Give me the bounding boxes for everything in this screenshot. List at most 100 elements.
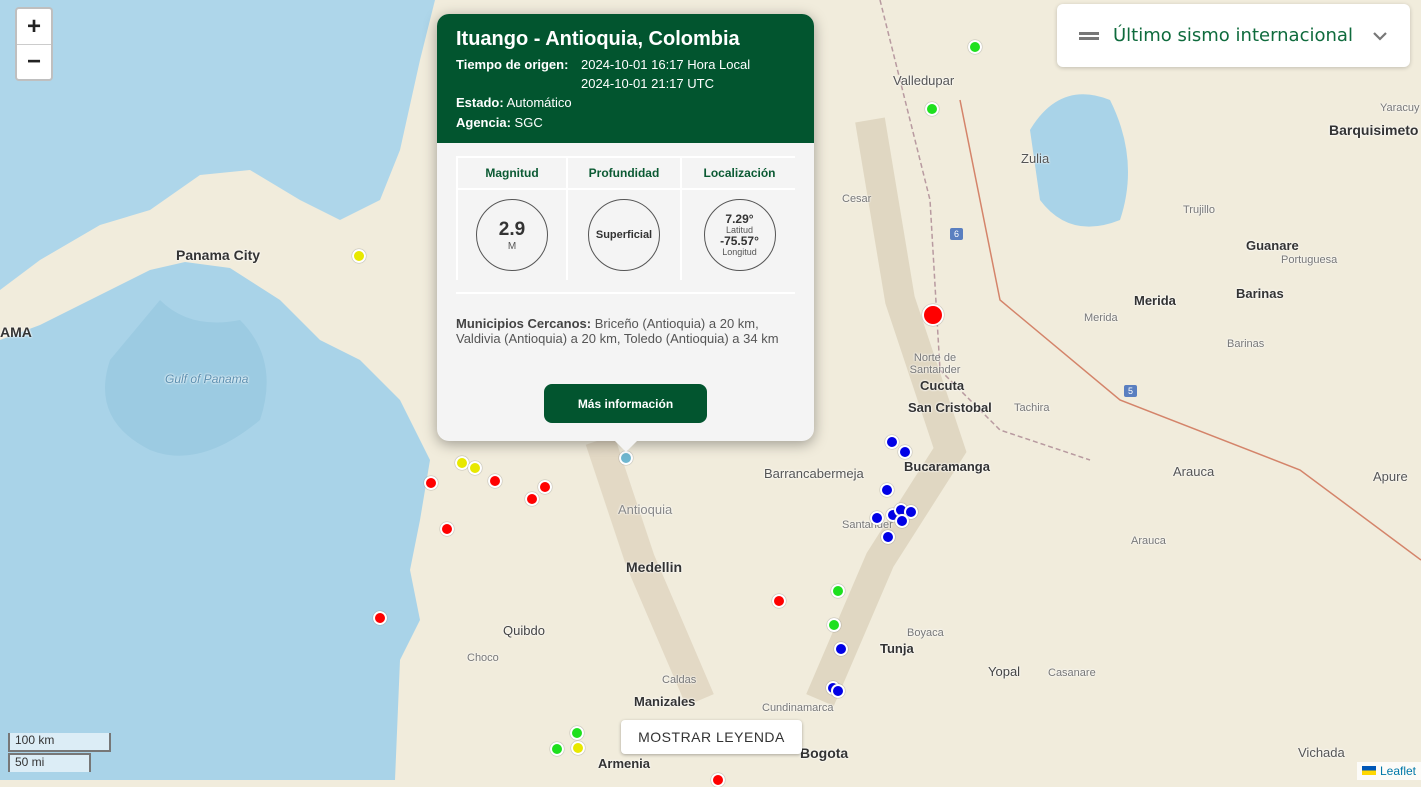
quake-summary-table: Magnitud Profundidad Localización 2.9 M S… xyxy=(456,156,797,280)
utc-time: 2024-10-01 21:17 UTC xyxy=(581,76,714,91)
earthquake-marker[interactable] xyxy=(440,522,454,536)
agency-label: Agencia: xyxy=(456,115,511,130)
earthquake-marker[interactable] xyxy=(525,492,539,506)
map-label: Medellin xyxy=(626,559,683,575)
depth-circle: Superficial xyxy=(588,199,660,271)
latitude-value: 7.29° xyxy=(725,211,754,226)
scale-km: 100 km xyxy=(8,733,111,752)
map-label: Panama City xyxy=(176,247,261,263)
divider xyxy=(456,292,795,294)
earthquake-marker[interactable] xyxy=(831,584,845,598)
earthquake-marker[interactable] xyxy=(834,642,848,656)
earthquake-marker[interactable] xyxy=(968,40,982,54)
earthquake-marker[interactable] xyxy=(831,684,845,698)
earthquake-marker[interactable] xyxy=(772,594,786,608)
earthquake-marker[interactable] xyxy=(455,456,469,470)
earthquake-marker[interactable] xyxy=(550,742,564,756)
more-info-button[interactable]: Más información xyxy=(544,384,707,423)
map-label: Armenia xyxy=(598,756,651,771)
earthquake-marker[interactable] xyxy=(570,726,584,740)
longitude-value: -75.57° xyxy=(720,234,759,248)
map-label: Yopal xyxy=(988,664,1021,679)
status-label: Estado: xyxy=(456,95,504,110)
map-label: Bogota xyxy=(800,745,849,761)
map-label: Guanare xyxy=(1246,238,1299,253)
earthquake-marker[interactable] xyxy=(827,618,841,632)
map-label: Santander xyxy=(842,519,893,531)
map-label: Portuguesa xyxy=(1281,254,1338,266)
map-label: Arauca xyxy=(1173,464,1215,479)
earthquake-marker[interactable] xyxy=(571,741,585,755)
earthquake-marker[interactable] xyxy=(468,461,482,475)
map-label: Norte de Santander xyxy=(909,352,961,376)
nearby-text: Briceño (Antioquia) a 20 km, Valdivia (A… xyxy=(456,316,779,346)
earthquake-marker[interactable] xyxy=(373,611,387,625)
earthquake-marker[interactable] xyxy=(538,480,552,494)
map-label: Cesar xyxy=(842,193,872,205)
map-label: Barinas xyxy=(1236,286,1284,301)
local-time: 2024-10-01 16:17 Hora Local xyxy=(581,57,751,72)
map-label: Boyaca xyxy=(907,627,944,639)
map-label: Barquisimeto xyxy=(1329,122,1419,138)
popup-title: Ituango - Antioquia, Colombia xyxy=(456,28,740,50)
earthquake-marker[interactable] xyxy=(898,445,912,459)
leaflet-link[interactable]: Leaflet xyxy=(1379,764,1416,778)
selected-earthquake-marker[interactable] xyxy=(619,451,633,465)
earthquake-marker[interactable] xyxy=(881,530,895,544)
map-label: Quibdo xyxy=(503,623,545,638)
earthquake-marker[interactable] xyxy=(424,476,438,490)
map-label: Bucaramanga xyxy=(904,459,990,474)
magnitude-circle: 2.9 M xyxy=(476,199,548,271)
map-label: Gulf of Panama xyxy=(165,372,249,386)
popup-header: Ituango - Antioquia, Colombia Tiempo de … xyxy=(437,14,814,143)
nearby-municipalities: Municipios Cercanos: Briceño (Antioquia)… xyxy=(456,316,796,346)
earthquake-marker[interactable] xyxy=(711,773,725,787)
map-label: Casanare xyxy=(1048,667,1096,679)
zoom-control: + − xyxy=(15,7,53,81)
earthquake-popup: Ituango - Antioquia, Colombia Tiempo de … xyxy=(437,14,814,441)
earthquake-marker[interactable] xyxy=(922,304,944,326)
map-label: Merida xyxy=(1134,293,1176,308)
location-header: Localización xyxy=(682,158,797,188)
earthquake-marker[interactable] xyxy=(880,483,894,497)
agency-value: SGC xyxy=(514,115,543,130)
depth-header: Profundidad xyxy=(568,158,680,188)
nearby-label: Municipios Cercanos: xyxy=(456,316,592,331)
map-label: Caldas xyxy=(662,674,697,686)
map-label: Barinas xyxy=(1227,338,1265,350)
earthquake-marker[interactable] xyxy=(488,474,502,488)
map-label: Apure xyxy=(1373,469,1408,484)
latitude-label: Latitud xyxy=(725,224,754,235)
map-label: Trujillo xyxy=(1183,204,1215,216)
status-value: Automático xyxy=(506,95,572,110)
map-label: Tachira xyxy=(1014,402,1050,414)
map-label: Zulia xyxy=(1021,151,1050,166)
magnitude-header: Magnitud xyxy=(458,158,566,188)
earthquake-marker[interactable] xyxy=(885,435,899,449)
map-label: Arauca xyxy=(1131,535,1166,547)
map-label: Yaracuy xyxy=(1380,102,1420,114)
zoom-out-button[interactable]: − xyxy=(17,44,51,79)
map-label: Cucuta xyxy=(920,378,965,393)
map-label: Valledupar xyxy=(893,73,955,88)
latest-international-quake-dropdown[interactable]: Último sismo internacional xyxy=(1057,4,1410,67)
map-label: Cundinamarca xyxy=(762,702,834,714)
route-shield: 6 xyxy=(950,228,964,240)
earthquake-marker[interactable] xyxy=(925,102,939,116)
origin-time-label: Tiempo de origen: xyxy=(456,57,569,72)
earthquake-marker[interactable] xyxy=(904,505,918,519)
route-shield: 5 xyxy=(1124,385,1138,397)
earthquake-marker[interactable] xyxy=(870,511,884,525)
map-label: Merida xyxy=(1084,312,1118,324)
zoom-in-button[interactable]: + xyxy=(26,12,41,40)
show-legend-button[interactable]: MOSTRAR LEYENDA xyxy=(621,720,802,754)
chevron-down-icon xyxy=(1373,31,1387,41)
earthquake-marker[interactable] xyxy=(352,249,366,263)
earthquake-marker[interactable] xyxy=(895,514,909,528)
popup-tip xyxy=(615,441,637,452)
map-label: Antioquia xyxy=(618,502,673,517)
dropdown-title: Último sismo internacional xyxy=(1113,25,1353,46)
magnitude-value: 2.9 xyxy=(498,218,526,240)
